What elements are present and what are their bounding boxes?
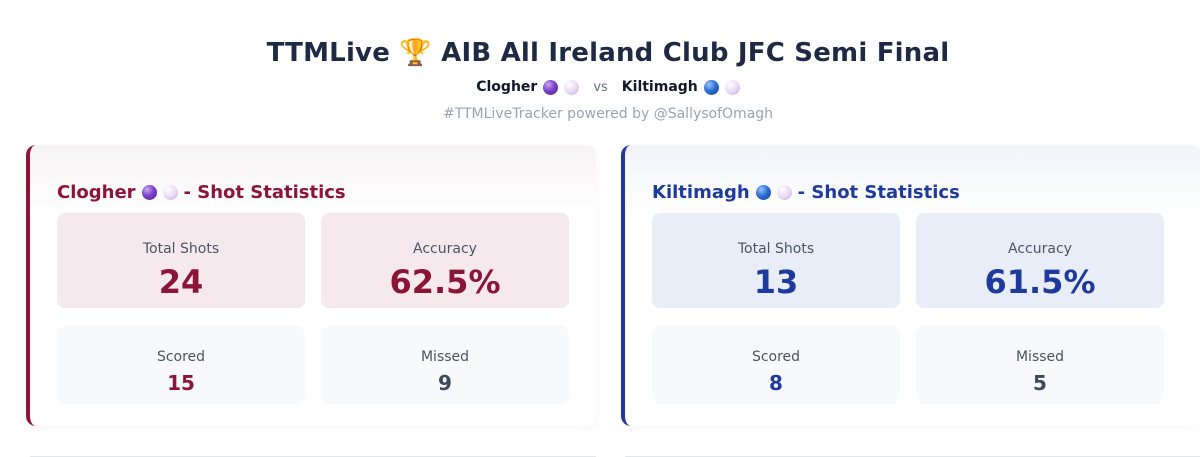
blue-ball-icon xyxy=(755,185,771,200)
purple-ball-icon xyxy=(543,79,559,95)
tagline: #TTMLiveTracker powered by @SallysofOmag… xyxy=(442,106,774,122)
stat-label: Missed xyxy=(1015,349,1065,365)
white-ball-icon xyxy=(776,185,792,200)
matchup: Clogher vs Kiltimagh xyxy=(0,79,1200,95)
purple-ball-icon xyxy=(141,185,157,200)
away-card-team: Kiltimagh xyxy=(652,182,750,203)
stat-label: Scored xyxy=(156,349,206,365)
home-team-name: Clogher xyxy=(476,79,538,95)
away-accuracy-value: 61.5% xyxy=(984,263,1096,301)
stat-label: Total Shots xyxy=(142,241,220,257)
away-total-shots-box: Total Shots 13 xyxy=(652,213,900,308)
away-card-suffix: - Shot Statistics xyxy=(797,182,960,203)
home-card-suffix: - Shot Statistics xyxy=(183,182,346,203)
away-total-shots-value: 13 xyxy=(753,263,799,301)
stat-label: Accuracy xyxy=(1008,241,1072,257)
away-scored-value: 8 xyxy=(769,371,783,395)
home-scored-value: 15 xyxy=(167,371,195,395)
vs-label: vs xyxy=(593,79,608,95)
home-card-title: Clogher - Shot Statistics xyxy=(57,182,346,203)
away-missed-value: 5 xyxy=(1033,371,1047,395)
white-ball-icon xyxy=(564,79,580,95)
away-shot-stats-card: Kiltimagh - Shot Statistics Total Shots … xyxy=(621,145,1200,426)
home-accuracy-box: Accuracy 62.5% xyxy=(321,213,569,308)
away-accuracy-box: Accuracy 61.5% xyxy=(916,213,1164,308)
white-ball-icon xyxy=(162,185,178,200)
blue-ball-icon xyxy=(703,79,719,95)
stat-label: Missed xyxy=(420,349,470,365)
home-total-shots-value: 24 xyxy=(158,263,204,301)
away-team-name: Kiltimagh xyxy=(621,79,698,95)
home-shot-stats-card: Clogher - Shot Statistics Total Shots 24… xyxy=(26,145,596,426)
stat-label: Total Shots xyxy=(737,241,815,257)
white-ball-icon xyxy=(724,79,740,95)
home-total-shots-box: Total Shots 24 xyxy=(57,213,305,308)
home-accuracy-value: 62.5% xyxy=(389,263,501,301)
away-scored-box: Scored 8 xyxy=(652,326,900,404)
home-missed-value: 9 xyxy=(438,371,452,395)
home-card-team: Clogher xyxy=(57,182,136,203)
page-title: TTMLive 🏆 AIB All Ireland Club JFC Semi … xyxy=(266,38,950,68)
away-card-title: Kiltimagh - Shot Statistics xyxy=(652,182,960,203)
home-scored-box: Scored 15 xyxy=(57,326,305,404)
stat-label: Scored xyxy=(751,349,801,365)
stat-label: Accuracy xyxy=(413,241,477,257)
home-missed-box: Missed 9 xyxy=(321,326,569,404)
away-missed-box: Missed 5 xyxy=(916,326,1164,404)
